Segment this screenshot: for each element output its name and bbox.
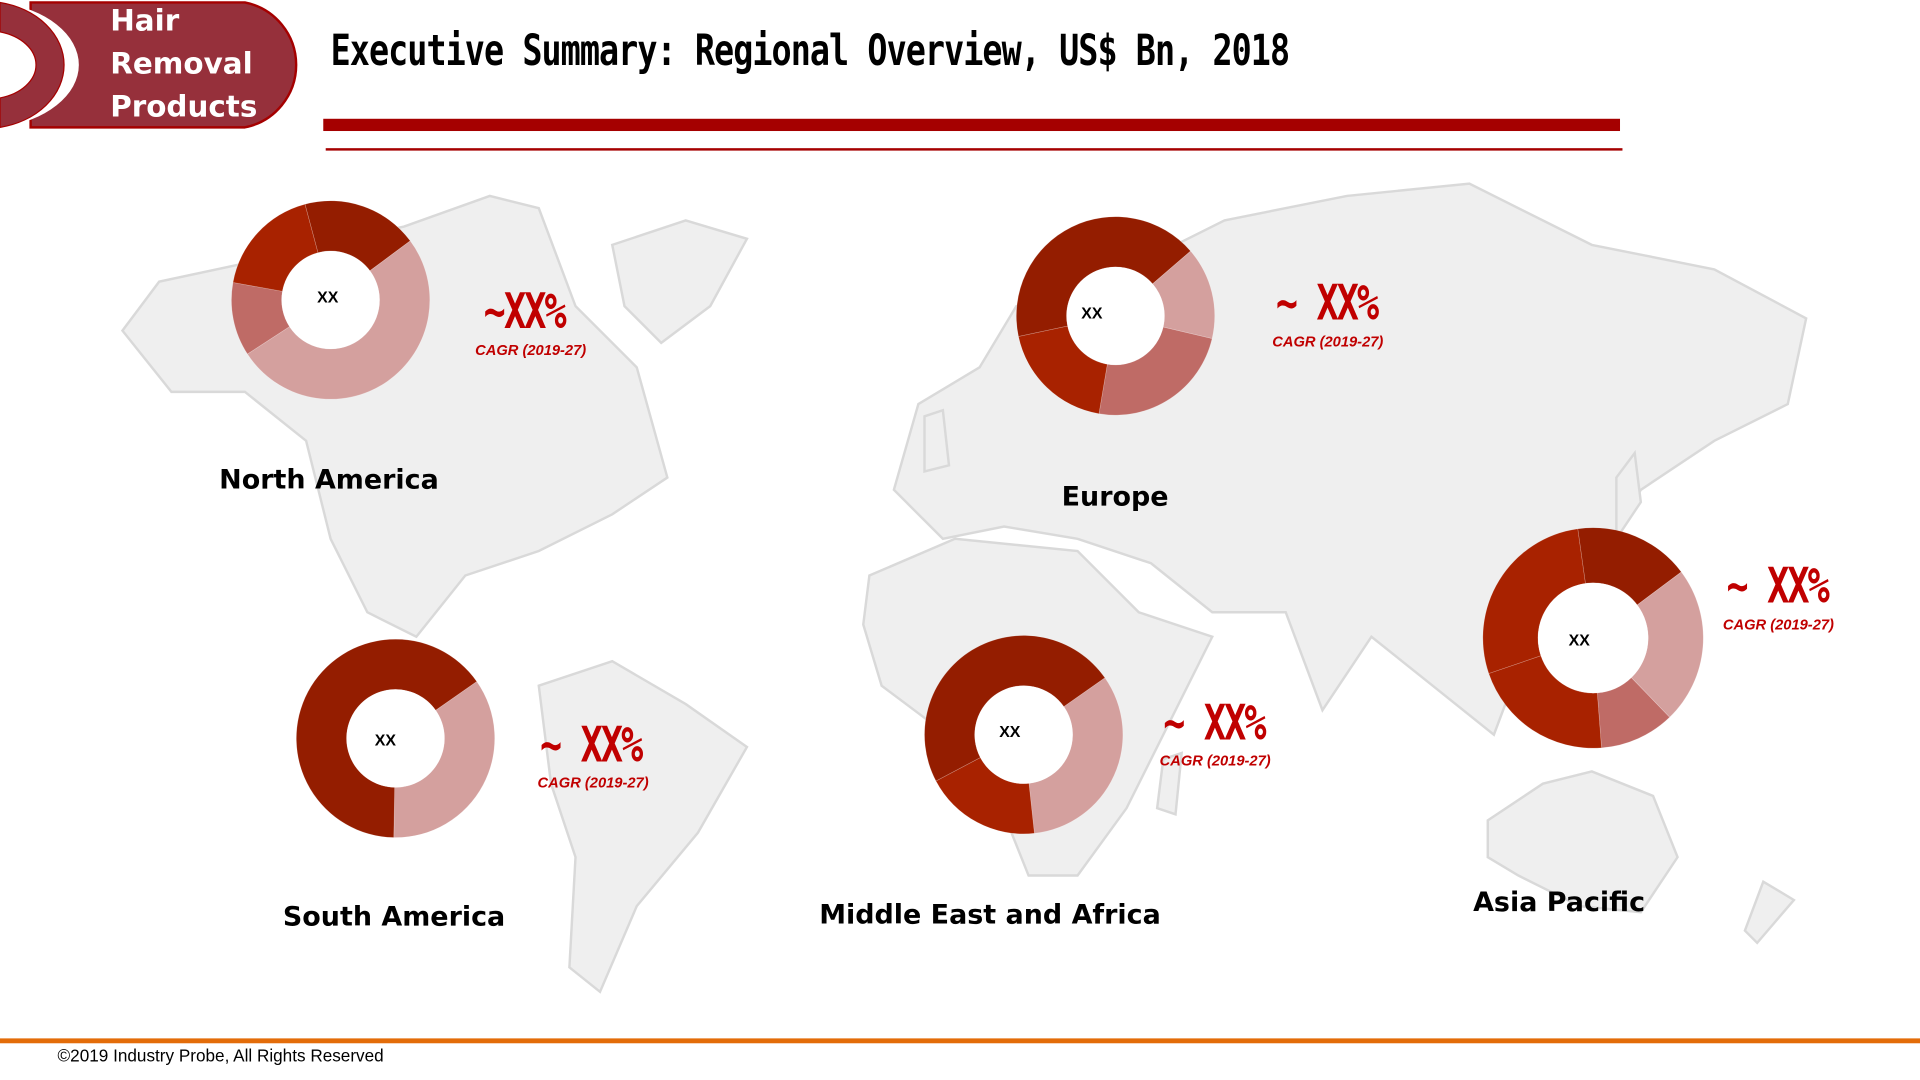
cagr-label: CAGR (2019-27) [537, 773, 649, 792]
cagr-label: CAGR (2019-27) [1722, 615, 1834, 634]
region-label: North America [219, 465, 439, 496]
cagr-value: ~XX% [483, 284, 567, 341]
region-label: Asia Pacific [1473, 887, 1646, 919]
copyright: ©2019 Industry Probe, All Rights Reserve… [57, 1045, 384, 1066]
donut-hole [1066, 266, 1165, 365]
cagr-label: CAGR (2019-27) [1272, 333, 1384, 351]
donut-hole [974, 685, 1073, 784]
donut-slice [232, 203, 319, 292]
map-australia [1486, 770, 1679, 914]
title-divider-thick [323, 118, 1621, 132]
footer-divider [0, 1038, 1920, 1044]
logo-line: Removal [110, 46, 253, 81]
donut-hole [346, 689, 445, 788]
donut-center-label: XX [1081, 303, 1103, 323]
logo-line: Hair [110, 3, 180, 38]
donut-center-label: XX [999, 722, 1021, 741]
title-divider-thin [325, 148, 1623, 151]
region-label: South America [282, 902, 506, 934]
donut-slice [296, 638, 478, 838]
cagr-label: CAGR (2019-27) [475, 341, 587, 359]
map-uk [923, 408, 951, 474]
donut-center-label: XX [317, 287, 339, 307]
map-new-zealand [1743, 879, 1796, 945]
region-label: Europe [1061, 482, 1169, 514]
page-title: Executive Summary: Regional Overview, US… [330, 26, 1290, 76]
cagr-value: ~ XX% [1163, 695, 1266, 752]
map-greenland [610, 219, 749, 345]
logo-badge [0, 1, 298, 129]
logo-text: Hair Removal Products [110, 0, 257, 129]
cagr-label: CAGR (2019-27) [1159, 751, 1271, 769]
donut-hole [1537, 582, 1649, 694]
cagr-value: ~ XX% [1275, 275, 1379, 332]
cagr-value: ~ XX% [540, 717, 643, 774]
cagr-value: ~ XX% [1726, 558, 1830, 615]
logo-line: Products [110, 89, 258, 124]
map-japan [1615, 449, 1643, 543]
donut-center-label: XX [1568, 630, 1590, 649]
map-madagascar [1155, 751, 1184, 816]
donut-center-label: XX [374, 731, 396, 750]
region-label: Middle East and Africa [819, 900, 1161, 931]
map-south-america [537, 659, 749, 994]
donut-hole [281, 251, 380, 349]
